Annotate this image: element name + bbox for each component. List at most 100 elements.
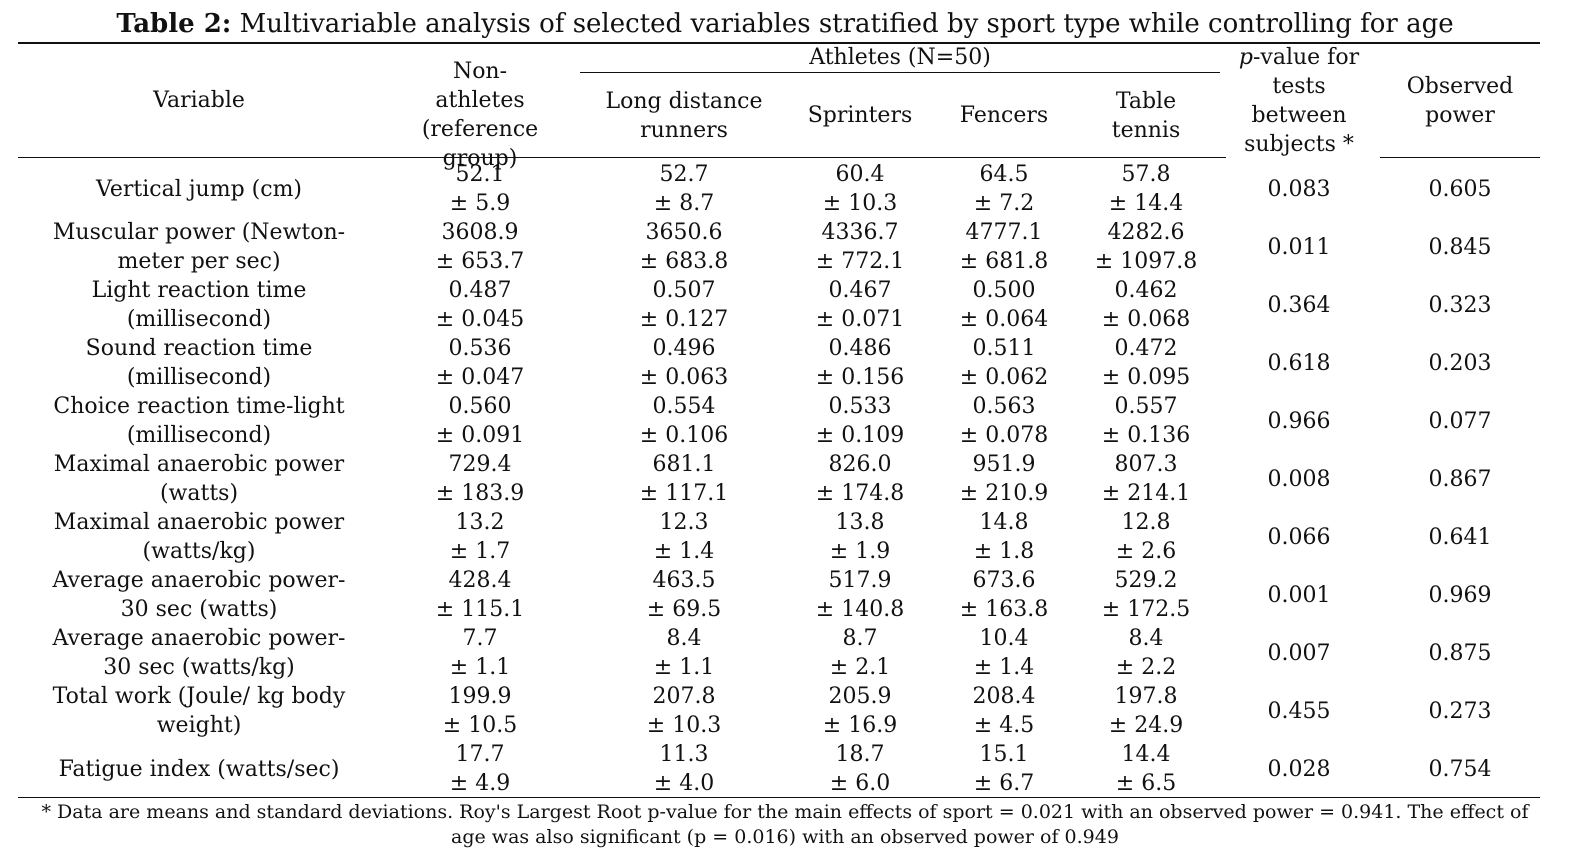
row-value-c2: 463.5 ± 69.5 — [586, 566, 782, 624]
sd-value: ± 0.062 — [959, 365, 1049, 390]
sd-value: ± 2.6 — [1115, 539, 1177, 564]
mean-value: 52.7 — [659, 162, 709, 187]
mean-value: 15.1 — [979, 742, 1029, 767]
mean-value: 0.560 — [448, 394, 512, 419]
mean-value: 0.500 — [972, 278, 1036, 303]
mean-value: 207.8 — [652, 684, 716, 709]
pvalue-italic: p — [1238, 45, 1253, 70]
row-value-c4: 208.4 ± 4.5 — [938, 682, 1070, 740]
mean-value: 4777.1 — [965, 220, 1043, 245]
row-value-c3: 0.486 ± 0.156 — [782, 334, 938, 392]
row-pvalue: 0.028 — [1267, 757, 1331, 782]
row-value-c5: 12.8 ± 2.6 — [1082, 508, 1210, 566]
sd-value: ± 0.156 — [815, 365, 905, 390]
sd-value: ± 0.127 — [639, 307, 729, 332]
row-value-c1: 52.1 ± 5.9 — [380, 160, 580, 218]
sd-value: ± 214.1 — [1101, 481, 1191, 506]
sd-value: ± 0.095 — [1101, 365, 1191, 390]
mean-value: 11.3 — [659, 742, 709, 767]
row-value-c2: 0.496 ± 0.063 — [586, 334, 782, 392]
row-variable-label: Light reaction time (millisecond) — [91, 278, 307, 332]
header-variable: Variable — [153, 88, 245, 113]
mean-value: 64.5 — [979, 162, 1029, 187]
sd-value: ± 2.1 — [829, 655, 891, 680]
mean-value: 52.1 — [455, 162, 505, 187]
row-pvalue: 0.008 — [1267, 467, 1331, 492]
bottom-rule — [18, 797, 1540, 798]
mean-value: 0.462 — [1114, 278, 1178, 303]
sd-value: ± 0.078 — [959, 423, 1049, 448]
athletes-rule — [580, 72, 1220, 73]
row-value-c4: 64.5 ± 7.2 — [938, 160, 1070, 218]
row-value-c2: 52.7 ± 8.7 — [586, 160, 782, 218]
mean-value: 10.4 — [979, 626, 1029, 651]
sd-value: ± 183.9 — [435, 481, 525, 506]
sd-value: ± 1.4 — [653, 539, 715, 564]
row-power: 0.969 — [1428, 583, 1492, 608]
sd-value: ± 0.136 — [1101, 423, 1191, 448]
sd-value: ± 0.106 — [639, 423, 729, 448]
row-value-c5: 529.2 ± 172.5 — [1082, 566, 1210, 624]
mean-value: 3608.9 — [441, 220, 519, 245]
row-value-c4: 10.4 ± 1.4 — [938, 624, 1070, 682]
mean-value: 4282.6 — [1107, 220, 1185, 245]
sd-value: ± 10.3 — [646, 713, 722, 738]
row-value-c5: 807.3 ± 214.1 — [1082, 450, 1210, 508]
sd-value: ± 0.047 — [435, 365, 525, 390]
row-pvalue: 0.364 — [1267, 293, 1331, 318]
sd-value: ± 0.091 — [435, 423, 525, 448]
sd-value: ± 6.7 — [973, 771, 1035, 796]
table-caption: Multivariable analysis of selected varia… — [231, 9, 1454, 39]
mean-value: 8.4 — [1128, 626, 1164, 651]
header-athletes: Athletes (N=50) — [809, 45, 991, 70]
sd-value: ± 69.5 — [646, 597, 722, 622]
row-value-c1: 13.2 ± 1.7 — [380, 508, 580, 566]
row-value-c2: 12.3 ± 1.4 — [586, 508, 782, 566]
mean-value: 0.487 — [448, 278, 512, 303]
mean-value: 0.533 — [828, 394, 892, 419]
sd-value: ± 174.8 — [815, 481, 905, 506]
sd-value: ± 5.9 — [449, 191, 511, 216]
sd-value: ± 6.0 — [829, 771, 891, 796]
row-pvalue: 0.618 — [1267, 351, 1331, 376]
row-value-c3: 205.9 ± 16.9 — [782, 682, 938, 740]
sd-value: ± 172.5 — [1101, 597, 1191, 622]
mean-value: 0.554 — [652, 394, 716, 419]
mean-value: 673.6 — [972, 568, 1036, 593]
header-fencers: Fencers — [959, 103, 1049, 128]
row-value-c5: 0.462 ± 0.068 — [1082, 276, 1210, 334]
mean-value: 4336.7 — [821, 220, 899, 245]
row-value-c3: 0.467 ± 0.071 — [782, 276, 938, 334]
mean-value: 17.7 — [455, 742, 505, 767]
sd-value: ± 10.3 — [822, 191, 898, 216]
mean-value: 529.2 — [1114, 568, 1178, 593]
sd-value: ± 1.1 — [653, 655, 715, 680]
row-value-c2: 0.507 ± 0.127 — [586, 276, 782, 334]
row-value-c5: 0.557 ± 0.136 — [1082, 392, 1210, 450]
header-rule-right — [1380, 157, 1540, 158]
sd-value: ± 4.5 — [973, 713, 1035, 738]
header-table-tennis: Table tennis — [1111, 89, 1181, 143]
row-power: 0.867 — [1428, 467, 1492, 492]
row-value-c4: 4777.1 ± 681.8 — [938, 218, 1070, 276]
mean-value: 0.507 — [652, 278, 716, 303]
row-value-c1: 7.7 ± 1.1 — [380, 624, 580, 682]
row-variable-label: Maximal anaerobic power (watts/kg) — [53, 510, 345, 564]
row-value-c4: 15.1 ± 6.7 — [938, 740, 1070, 798]
row-variable: Fatigue index (watts/sec) — [18, 740, 380, 798]
mean-value: 12.3 — [659, 510, 709, 535]
sd-value: ± 0.071 — [815, 307, 905, 332]
mean-value: 208.4 — [972, 684, 1036, 709]
row-variable: Average anaerobic power-30 sec (watts/kg… — [18, 624, 380, 682]
mean-value: 681.1 — [652, 452, 716, 477]
row-power: 0.605 — [1428, 177, 1492, 202]
row-value-c1: 729.4 ± 183.9 — [380, 450, 580, 508]
mean-value: 517.9 — [828, 568, 892, 593]
sd-value: ± 1097.8 — [1094, 249, 1198, 274]
sd-value: ± 0.064 — [959, 307, 1049, 332]
row-pvalue: 0.066 — [1267, 525, 1331, 550]
row-value-c3: 517.9 ± 140.8 — [782, 566, 938, 624]
mean-value: 0.563 — [972, 394, 1036, 419]
row-pvalue: 0.001 — [1267, 583, 1331, 608]
header-sprinters: Sprinters — [807, 103, 913, 128]
